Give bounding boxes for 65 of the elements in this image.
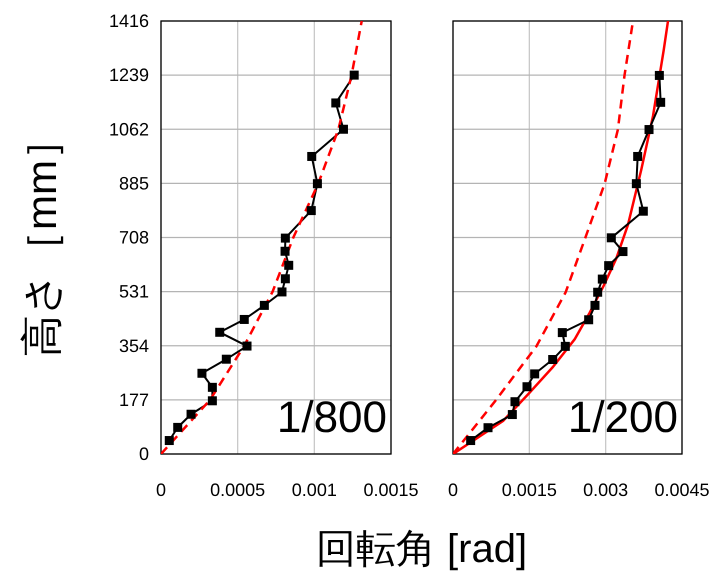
x-tick-label: 0.001 [292,480,337,500]
point [510,397,520,406]
point [208,396,217,406]
point [654,70,664,80]
point [307,152,316,161]
y-tick-label: 0 [138,444,149,464]
y-tick-label: 1239 [108,65,149,86]
point [656,98,666,107]
point [280,246,290,256]
x-tick-label: 0.0005 [210,480,266,500]
y-axis-title: 高さ［mm］ [18,118,65,357]
point [590,300,600,310]
x-tick-label: 0 [156,480,166,500]
point [644,125,654,134]
point [638,206,648,216]
point [484,423,493,432]
point [604,261,614,270]
point [584,315,594,324]
point [522,382,532,392]
point [260,300,269,310]
point [277,287,286,296]
point [208,382,217,392]
y-tick-label: 531 [118,282,149,302]
point [560,342,570,351]
x-tick-label: 0.0015 [363,480,419,500]
point [633,152,642,161]
y-tick-label: 1062 [108,119,149,140]
point [215,328,224,337]
point [164,436,174,446]
point [530,369,540,378]
point [240,314,249,324]
point [242,342,252,351]
point [350,70,359,80]
point [173,422,182,432]
point [222,354,231,364]
annotation: 1/200 [568,393,678,442]
x-tick-label: 0.0045 [654,480,710,500]
y-tick-label: 354 [118,336,149,356]
y-tick-label: 1416 [108,11,149,31]
y-tick-label: 177 [118,390,149,410]
point [280,234,290,243]
y-tick-label: 885 [118,173,149,194]
annotation: 1/800 [276,393,387,442]
point [186,410,196,419]
point [508,410,517,420]
x-tick-label: 0.003 [583,480,628,500]
x-tick-label: 0 [448,480,458,500]
point [284,260,294,270]
point [632,179,641,188]
point [338,124,348,134]
point [548,355,558,364]
point [312,179,322,188]
point [606,233,616,242]
point [306,206,316,216]
point [618,247,628,256]
point [466,436,476,446]
point [593,288,602,297]
x-tick-label: 0.0015 [502,480,557,500]
point [598,274,607,284]
point [197,368,206,378]
y-tick-label: 708 [118,228,149,248]
point [331,98,340,108]
point [280,274,290,284]
x-axis-title: 回転角 [rad] [316,527,528,571]
point [558,328,567,338]
